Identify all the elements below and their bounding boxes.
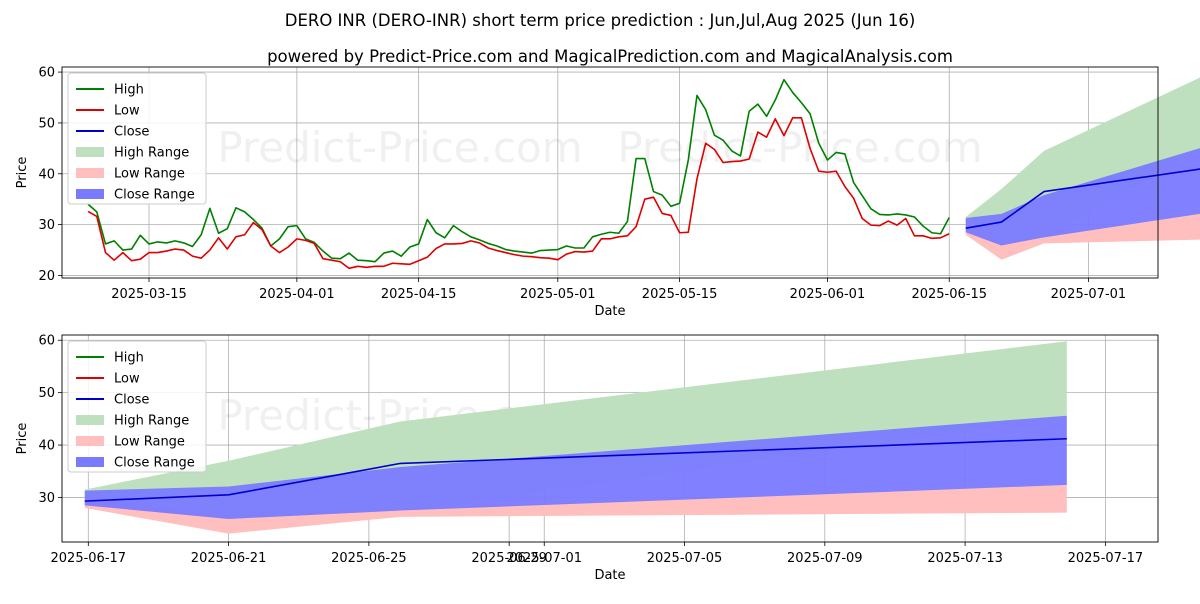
close-range-band bbox=[965, 148, 1200, 246]
y-axis-label: Price bbox=[15, 423, 30, 455]
x-axis-label: Date bbox=[594, 304, 625, 319]
axes-frame bbox=[61, 334, 1159, 543]
x-tick-label: 2025-06-25 bbox=[331, 551, 407, 566]
y-tick-label: 60 bbox=[38, 334, 55, 349]
y-tick-label: 30 bbox=[38, 491, 55, 506]
x-tick-label: 2025-05-01 bbox=[520, 287, 596, 302]
x-tick-label: 2025-07-17 bbox=[1068, 551, 1144, 566]
chart-subtitle: powered by Predict-Price.com and Magical… bbox=[267, 47, 953, 66]
legend-label: Close Range bbox=[114, 188, 195, 203]
legend-label: Low bbox=[114, 372, 140, 387]
legend-swatch-patch bbox=[76, 147, 104, 157]
low-range-band bbox=[965, 213, 1200, 260]
high-price-line bbox=[87, 78, 950, 263]
watermark-text: Predict-Price.com bbox=[217, 123, 582, 172]
high-range-band bbox=[84, 341, 1067, 520]
x-tick-label: 2025-07-13 bbox=[927, 551, 1003, 566]
y-tick-label: 40 bbox=[38, 167, 55, 182]
x-tick-label: 2025-04-15 bbox=[381, 287, 457, 302]
x-tick-label: 2025-06-29 bbox=[471, 551, 547, 566]
legend-label: Close Range bbox=[114, 456, 195, 471]
legend-swatch-patch bbox=[76, 168, 104, 178]
x-tick-label: 2025-06-21 bbox=[191, 551, 267, 566]
x-tick-label: 2025-05-15 bbox=[642, 287, 718, 302]
legend-swatch-patch bbox=[76, 189, 104, 199]
legend-swatch-patch bbox=[76, 436, 104, 446]
x-tick-label: 2025-07-05 bbox=[647, 551, 723, 566]
legend-label: Close bbox=[114, 393, 149, 408]
legend-label: High bbox=[114, 351, 144, 366]
x-tick-label: 2025-06-01 bbox=[790, 287, 866, 302]
low-range-band bbox=[84, 484, 1067, 534]
legend-label: Low Range bbox=[114, 167, 185, 182]
x-tick-label: 2025-07-01 bbox=[1051, 287, 1127, 302]
y-tick-label: 40 bbox=[38, 439, 55, 454]
close-range-band bbox=[84, 415, 1067, 519]
y-axis-label: Price bbox=[15, 157, 30, 189]
x-tick-label: 2025-06-17 bbox=[51, 551, 127, 566]
y-tick-label: 20 bbox=[38, 269, 55, 284]
close-forecast-line bbox=[965, 168, 1200, 229]
chart-title: DERO INR (DERO-INR) short term price pre… bbox=[285, 11, 916, 30]
bottom-forecast-chart: Predict-Price.comPredict-Price.com2025-0… bbox=[15, 334, 1159, 583]
low-price-line bbox=[87, 117, 950, 270]
top-price-chart: Predict-Price.com Predict-Price.com 2025-0… bbox=[15, 66, 1200, 319]
close-forecast-line bbox=[84, 437, 1067, 502]
x-tick-label: 2025-04-01 bbox=[259, 287, 335, 302]
y-tick-label: 50 bbox=[38, 116, 55, 131]
legend-label: Close bbox=[114, 125, 149, 140]
legend-label: High bbox=[114, 83, 144, 98]
plot-area bbox=[62, 67, 1158, 278]
y-tick-label: 50 bbox=[38, 386, 55, 401]
x-tick-label: 2025-07-01 bbox=[506, 551, 582, 566]
legend-label: Low Range bbox=[114, 435, 185, 450]
legend-swatch-patch bbox=[76, 415, 104, 425]
x-tick-label: 2025-06-15 bbox=[911, 287, 987, 302]
x-tick-label: 2025-03-15 bbox=[111, 287, 187, 302]
y-tick-label: 30 bbox=[38, 218, 55, 233]
y-tick-label: 60 bbox=[38, 66, 55, 81]
x-axis-label: Date bbox=[594, 568, 625, 583]
x-tick-label: 2025-07-09 bbox=[787, 551, 863, 566]
legend-label: Low bbox=[114, 104, 140, 119]
axes-frame bbox=[61, 66, 1159, 279]
legend-label: High Range bbox=[114, 414, 189, 429]
watermark-text: Predict-Price.com bbox=[617, 123, 982, 172]
legend-swatch-patch bbox=[76, 457, 104, 467]
legend-label: High Range bbox=[114, 146, 189, 161]
